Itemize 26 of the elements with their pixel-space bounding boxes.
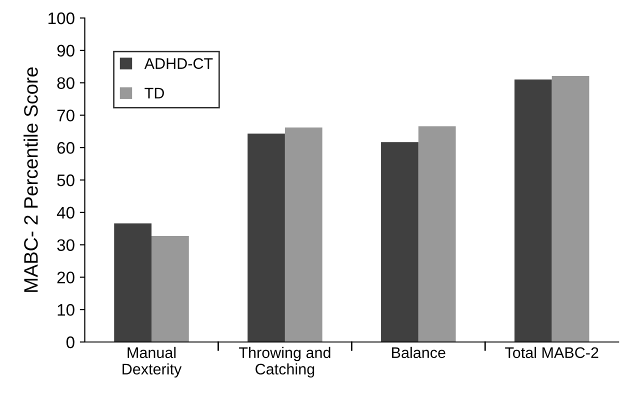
y-tick-label: 90	[57, 44, 74, 57]
bar	[284, 128, 322, 342]
x-tick-label: Manual Dexterity	[122, 346, 182, 378]
y-tick-label: 20	[57, 272, 74, 284]
y-tick-label: 80	[57, 77, 74, 90]
legend-label: ADHD-CT	[144, 58, 213, 69]
legend-label: TD	[144, 88, 164, 98]
y-tick-label: 30	[57, 239, 74, 252]
y-tick-label: 60	[57, 142, 74, 154]
y-tick-label: 0	[66, 336, 74, 348]
y-tick-label: 10	[58, 304, 74, 316]
x-tick-label: Total MABC-2	[505, 346, 598, 358]
bar	[248, 134, 285, 342]
bar	[114, 223, 152, 342]
bar	[152, 236, 189, 342]
x-tick-label: Balance	[392, 346, 446, 358]
y-tick-label: 100	[48, 12, 74, 24]
bar	[552, 76, 590, 342]
bar	[381, 142, 418, 342]
y-tick-label: 40	[56, 206, 74, 219]
bar	[514, 80, 552, 342]
bar	[418, 126, 456, 342]
x-tick-label: Throwing and Catching	[239, 346, 330, 378]
y-tick-label: 50	[57, 174, 74, 186]
y-axis-title: MABC- 2 Percentile Score	[24, 67, 38, 292]
y-tick-label: 70	[57, 110, 74, 122]
